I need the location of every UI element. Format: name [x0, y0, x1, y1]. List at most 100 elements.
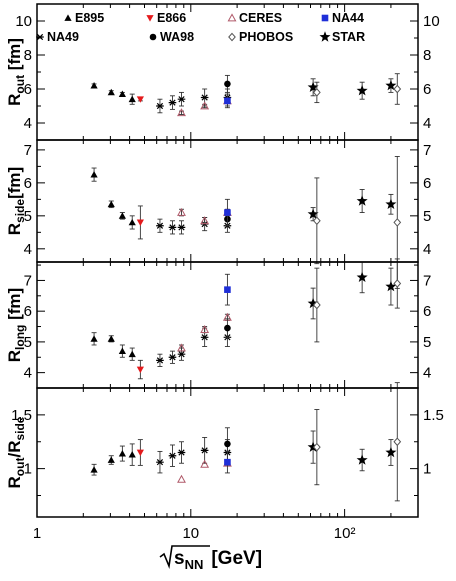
y-label-sub: out — [13, 75, 27, 94]
y-axis-label: Rout [fm] — [5, 38, 27, 106]
data-point-na49 — [177, 449, 186, 456]
data-point-ceres — [177, 474, 186, 483]
data-point-ceres — [200, 101, 210, 110]
data-point-na49 — [200, 447, 209, 454]
series-phobos — [312, 73, 402, 105]
series-na49 — [156, 327, 232, 367]
data-point-star — [356, 454, 368, 465]
data-point-na49 — [168, 99, 177, 106]
data-point-e866 — [136, 96, 144, 103]
legend-label-wa98: WA98 — [160, 30, 194, 44]
data-point-wa98 — [224, 324, 231, 332]
data-point-na44 — [224, 209, 231, 216]
data-point-phobos — [393, 218, 402, 227]
data-point-phobos — [312, 216, 321, 226]
legend-marker-star — [319, 31, 331, 42]
series-ceres — [177, 207, 232, 225]
data-point-e895 — [90, 335, 98, 342]
legend-marker-na49 — [36, 33, 44, 41]
y-label-unit: [fm] — [5, 167, 24, 199]
x-label-unit: [GeV] — [211, 548, 262, 569]
data-point-star — [356, 84, 368, 96]
x-tick-label: 10² — [334, 525, 356, 542]
series-wa98 — [224, 318, 231, 338]
data-point-na49 — [200, 94, 209, 101]
y-tick-label-left: 7 — [24, 272, 32, 289]
data-point-ceres — [177, 343, 186, 352]
data-point-e895 — [118, 449, 126, 457]
y-label-sub: out — [13, 458, 27, 477]
series-star — [307, 189, 397, 222]
data-point-e866 — [136, 366, 144, 374]
legend-marker-phobos — [228, 32, 236, 42]
series-na49 — [156, 88, 232, 114]
legend-label-e866: E866 — [157, 11, 186, 25]
legend-label-ceres: CERES — [239, 11, 282, 25]
data-point-na49 — [177, 224, 186, 231]
legend-marker-e895 — [64, 14, 72, 21]
series-na44 — [224, 273, 231, 306]
y-label-sub: side — [13, 199, 27, 223]
y-label-slash: /R — [5, 441, 24, 458]
series-wa98 — [224, 74, 231, 93]
y-axis-label: Rside[fm] — [5, 167, 27, 235]
series-na49 — [156, 217, 232, 235]
data-point-na49 — [200, 334, 209, 341]
y-label-main: R — [5, 350, 24, 362]
legend-marker-e866 — [146, 15, 154, 22]
legend-marker-wa98 — [149, 33, 157, 41]
legend-label-phobos: PHOBOS — [239, 30, 293, 44]
legend-label-star: STAR — [332, 30, 365, 44]
data-point-e895 — [107, 88, 115, 96]
y-tick-label-left: 6 — [24, 303, 32, 320]
y-label-main: R — [5, 223, 24, 235]
y-tick-label-left: 4 — [24, 365, 32, 382]
data-point-star — [356, 271, 368, 283]
data-point-e866 — [136, 449, 144, 457]
y-label-sub: long — [13, 325, 27, 350]
y-tick-label-right: 4 — [423, 365, 431, 382]
data-point-e866 — [136, 219, 144, 227]
series-e895 — [90, 443, 136, 476]
series-e866 — [136, 439, 144, 466]
data-point-star — [307, 297, 319, 309]
data-point-e895 — [128, 451, 136, 458]
data-point-ceres — [200, 216, 210, 225]
data-point-phobos — [393, 437, 402, 447]
data-point-e895 — [107, 200, 115, 208]
data-point-star — [307, 441, 319, 452]
y-label-main: R — [5, 94, 24, 106]
sqrt-sign — [159, 545, 210, 569]
data-point-ceres — [177, 207, 186, 216]
y-tick-label-right: 4 — [423, 115, 431, 132]
y-tick-label-right: 6 — [423, 303, 431, 320]
data-point-na49 — [156, 357, 164, 364]
series-star — [307, 261, 397, 320]
data-point-na49 — [156, 459, 164, 466]
data-point-na44 — [224, 458, 231, 466]
data-point-na49 — [177, 96, 186, 103]
data-point-phobos — [312, 300, 321, 310]
data-point-na44 — [224, 97, 231, 105]
data-point-star — [307, 81, 319, 92]
legend-marker-na44 — [321, 14, 329, 22]
y-tick-label-right: 1 — [423, 461, 431, 478]
data-point-na49 — [168, 224, 177, 231]
y-tick-label-left: 5 — [24, 334, 32, 351]
data-point-e895 — [128, 350, 136, 358]
series-star — [307, 430, 397, 472]
data-point-star — [385, 79, 397, 91]
series-na44 — [224, 450, 231, 474]
data-point-e895 — [107, 456, 115, 463]
data-point-e895 — [118, 90, 126, 97]
series-e866 — [136, 205, 144, 240]
y-tick-label-left: 8 — [24, 47, 32, 64]
series-na44 — [224, 198, 231, 227]
series-star — [307, 78, 397, 100]
y-tick-label-right: 6 — [423, 175, 431, 192]
x-tick-label: 1 — [33, 525, 41, 542]
y-label-main: R — [5, 476, 24, 488]
